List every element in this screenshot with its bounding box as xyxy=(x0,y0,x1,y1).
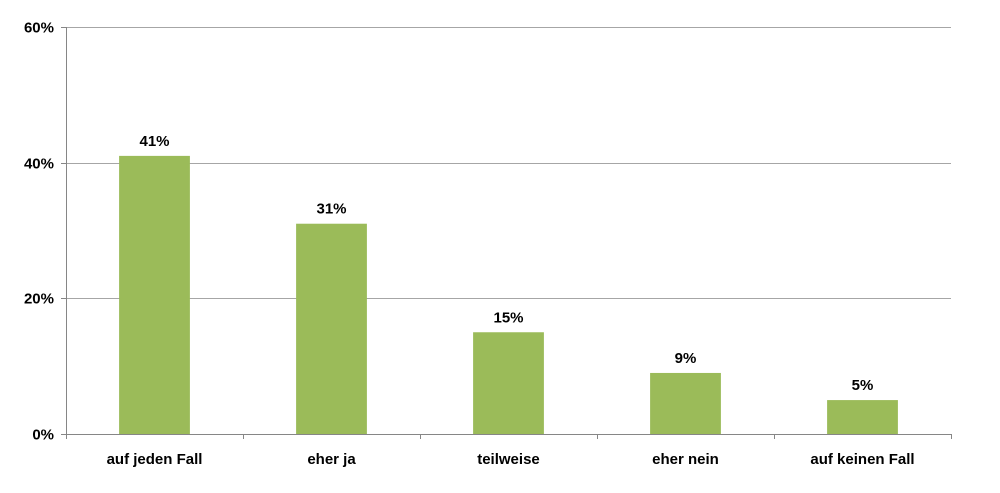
x-category-label: auf jeden Fall xyxy=(107,451,203,468)
data-label: 31% xyxy=(316,201,346,218)
bars xyxy=(119,155,898,434)
y-tick-label: 60% xyxy=(24,20,54,37)
data-label: 9% xyxy=(675,350,697,367)
y-tick-label: 40% xyxy=(24,156,54,173)
labels: 0% 20% 40% 60% 41% auf jeden Fall 31% eher ja 15… xyxy=(24,20,915,469)
y-tick-label: 0% xyxy=(32,427,54,444)
data-label: 41% xyxy=(139,133,169,150)
gridlines xyxy=(66,27,951,299)
y-tick-label: 20% xyxy=(24,291,54,308)
bar xyxy=(827,400,898,434)
x-category-label: eher nein xyxy=(652,451,719,468)
bar xyxy=(119,155,190,434)
bar xyxy=(296,223,367,434)
bar xyxy=(650,372,721,434)
x-category-label: auf keinen Fall xyxy=(810,451,914,468)
x-category-label: teilweise xyxy=(477,451,540,468)
bar xyxy=(473,332,544,434)
axes xyxy=(61,27,952,439)
data-label: 15% xyxy=(493,309,523,326)
x-category-label: eher ja xyxy=(307,451,356,468)
data-label: 5% xyxy=(852,377,874,394)
